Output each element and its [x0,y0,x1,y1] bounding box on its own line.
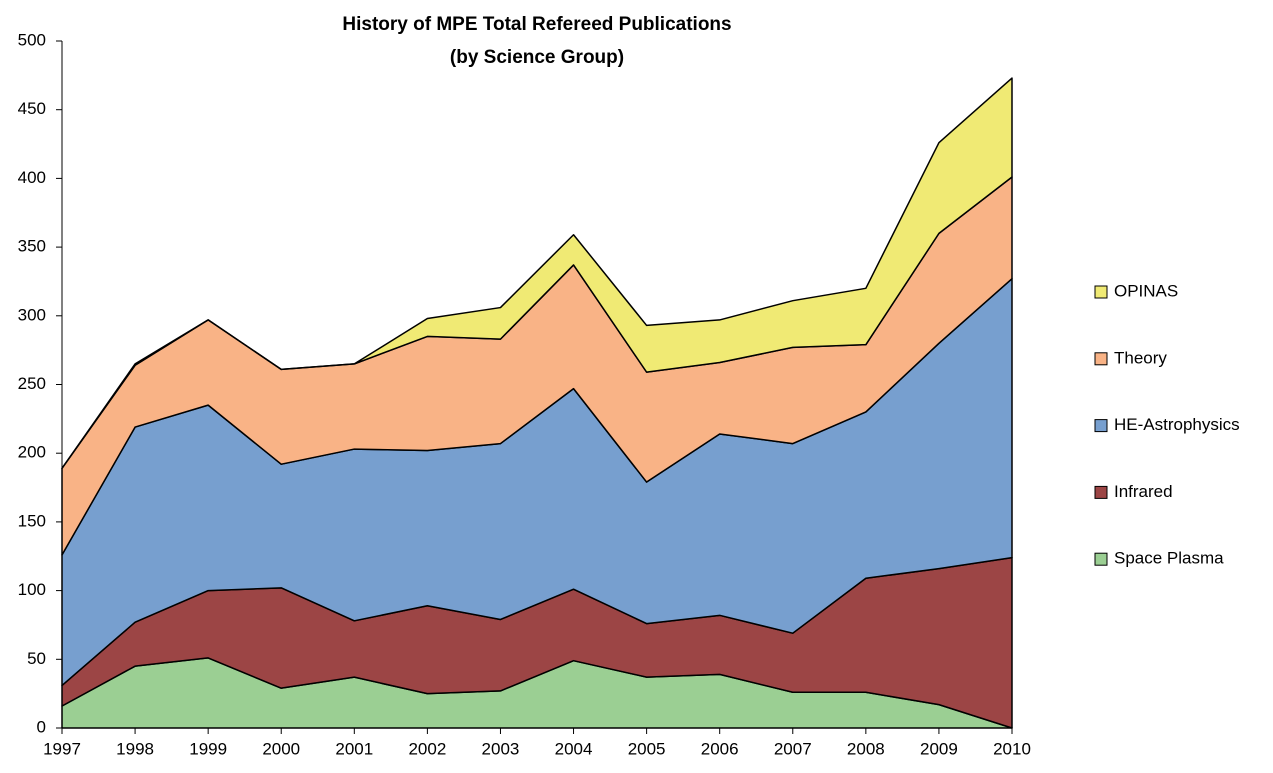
x-tick-label: 2003 [482,739,520,758]
chart-subtitle: (by Science Group) [450,47,624,68]
x-tick-label: 2010 [993,739,1031,758]
legend-label: Theory [1114,348,1167,367]
legend-swatch [1094,285,1108,299]
y-tick-label: 200 [18,443,46,462]
y-tick-label: 300 [18,305,46,324]
y-tick-label: 250 [18,374,46,393]
x-tick-label: 2004 [555,739,593,758]
y-tick-label: 100 [18,580,46,599]
legend-label: HE-Astrophysics [1114,415,1240,434]
x-tick-label: 1998 [116,739,154,758]
y-tick-label: 400 [18,168,46,187]
legend-label: OPINAS [1114,281,1178,300]
y-tick-label: 350 [18,237,46,256]
x-tick-label: 2000 [262,739,300,758]
y-tick-label: 150 [18,511,46,530]
legend-label: Infrared [1114,482,1173,501]
x-tick-label: 2006 [701,739,739,758]
legend-swatch [1094,552,1108,566]
area [61,77,1013,470]
x-tick-label: 1997 [43,739,81,758]
y-tick-label: 50 [27,649,46,668]
x-tick-label: 2005 [628,739,666,758]
x-tick-label: 2007 [774,739,812,758]
x-tick-label: 2008 [847,739,885,758]
y-tick-label: 0 [37,717,46,736]
x-tick-label: 2002 [408,739,446,758]
y-tick-label: 450 [18,99,46,118]
legend-swatch [1094,352,1108,366]
x-tick-label: 1999 [189,739,227,758]
x-tick-label: 2009 [920,739,958,758]
legend-swatch [1094,485,1108,499]
chart-title: History of MPE Total Refereed Publicatio… [342,14,731,35]
y-tick-label: 500 [18,30,46,49]
legend-swatch [1094,419,1108,433]
x-tick-label: 2001 [335,739,373,758]
legend-label: Space Plasma [1114,549,1224,568]
